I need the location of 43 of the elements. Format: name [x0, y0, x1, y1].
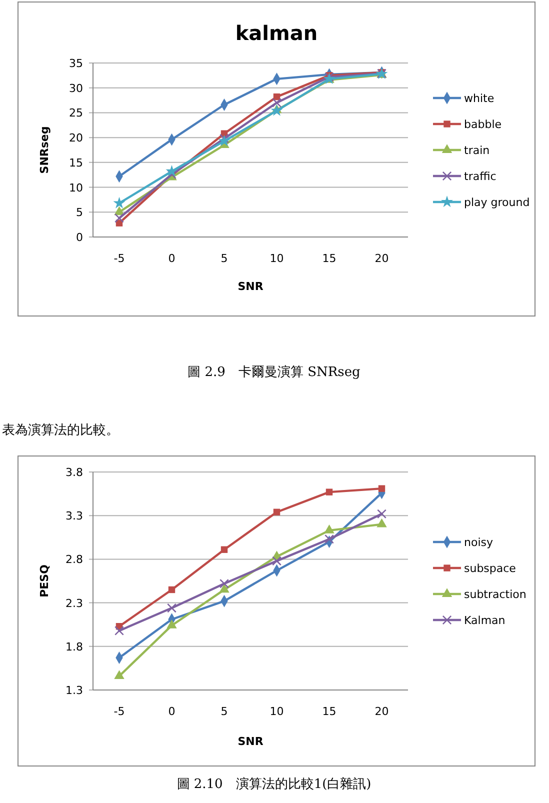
- x-tick-label: 20: [374, 705, 389, 718]
- legend-label: play ground: [464, 196, 530, 209]
- x-tick-label: 15: [322, 705, 336, 718]
- y-tick-label: 30: [69, 82, 83, 95]
- caption: 圖 2.10 演算法的比較1(白雜訊): [176, 777, 372, 792]
- y-tick-label: 35: [69, 57, 83, 70]
- y-tick-label: 3.3: [66, 510, 83, 523]
- y-tick-label: 5: [76, 206, 83, 220]
- text: 表為演算法的比較。: [2, 423, 119, 438]
- x-axis-title: SNR: [238, 280, 264, 293]
- x-tick-label: 15: [322, 252, 336, 265]
- x-tick-label: 5: [220, 252, 228, 265]
- x-tick-label: 10: [270, 705, 284, 718]
- x-tick-label: 0: [168, 252, 176, 265]
- x-tick-label: 20: [374, 252, 389, 265]
- y-tick-label: 2.8: [66, 553, 83, 566]
- x-tick-label: 10: [270, 252, 284, 265]
- y-axis-title: SNRseg: [38, 126, 51, 174]
- x-axis-title: SNR: [238, 735, 264, 748]
- y-axis-title: PESQ: [38, 564, 51, 598]
- legend-label: white: [464, 92, 494, 105]
- legend-label: traffic: [464, 170, 496, 183]
- y-tick-label: 3.8: [66, 466, 83, 479]
- x-tick-label: 5: [220, 705, 228, 718]
- legend-label: subtraction: [464, 588, 526, 601]
- chart-title: kalman: [235, 21, 318, 45]
- y-tick-label: 1.3: [66, 684, 83, 697]
- y-tick-label: 0: [76, 231, 83, 244]
- legend-label: subspace: [464, 562, 516, 575]
- y-tick-label: 15: [69, 156, 83, 170]
- legend-label: babble: [464, 118, 502, 131]
- y-tick-label: 20: [69, 132, 83, 145]
- y-tick-label: 1.8: [66, 640, 83, 654]
- x-tick-label: 0: [168, 705, 176, 718]
- y-tick-label: 25: [69, 106, 83, 120]
- y-tick-label: 2.3: [66, 596, 83, 610]
- legend-label: noisy: [464, 536, 494, 549]
- x-tick-label: -5: [114, 252, 125, 265]
- y-tick-label: 10: [69, 181, 83, 194]
- caption: 圖 2.9 卡爾曼演算 SNRseg: [188, 365, 360, 380]
- x-tick-label: -5: [114, 705, 125, 718]
- legend-label: Kalman: [464, 614, 506, 627]
- legend-label: train: [464, 144, 490, 157]
